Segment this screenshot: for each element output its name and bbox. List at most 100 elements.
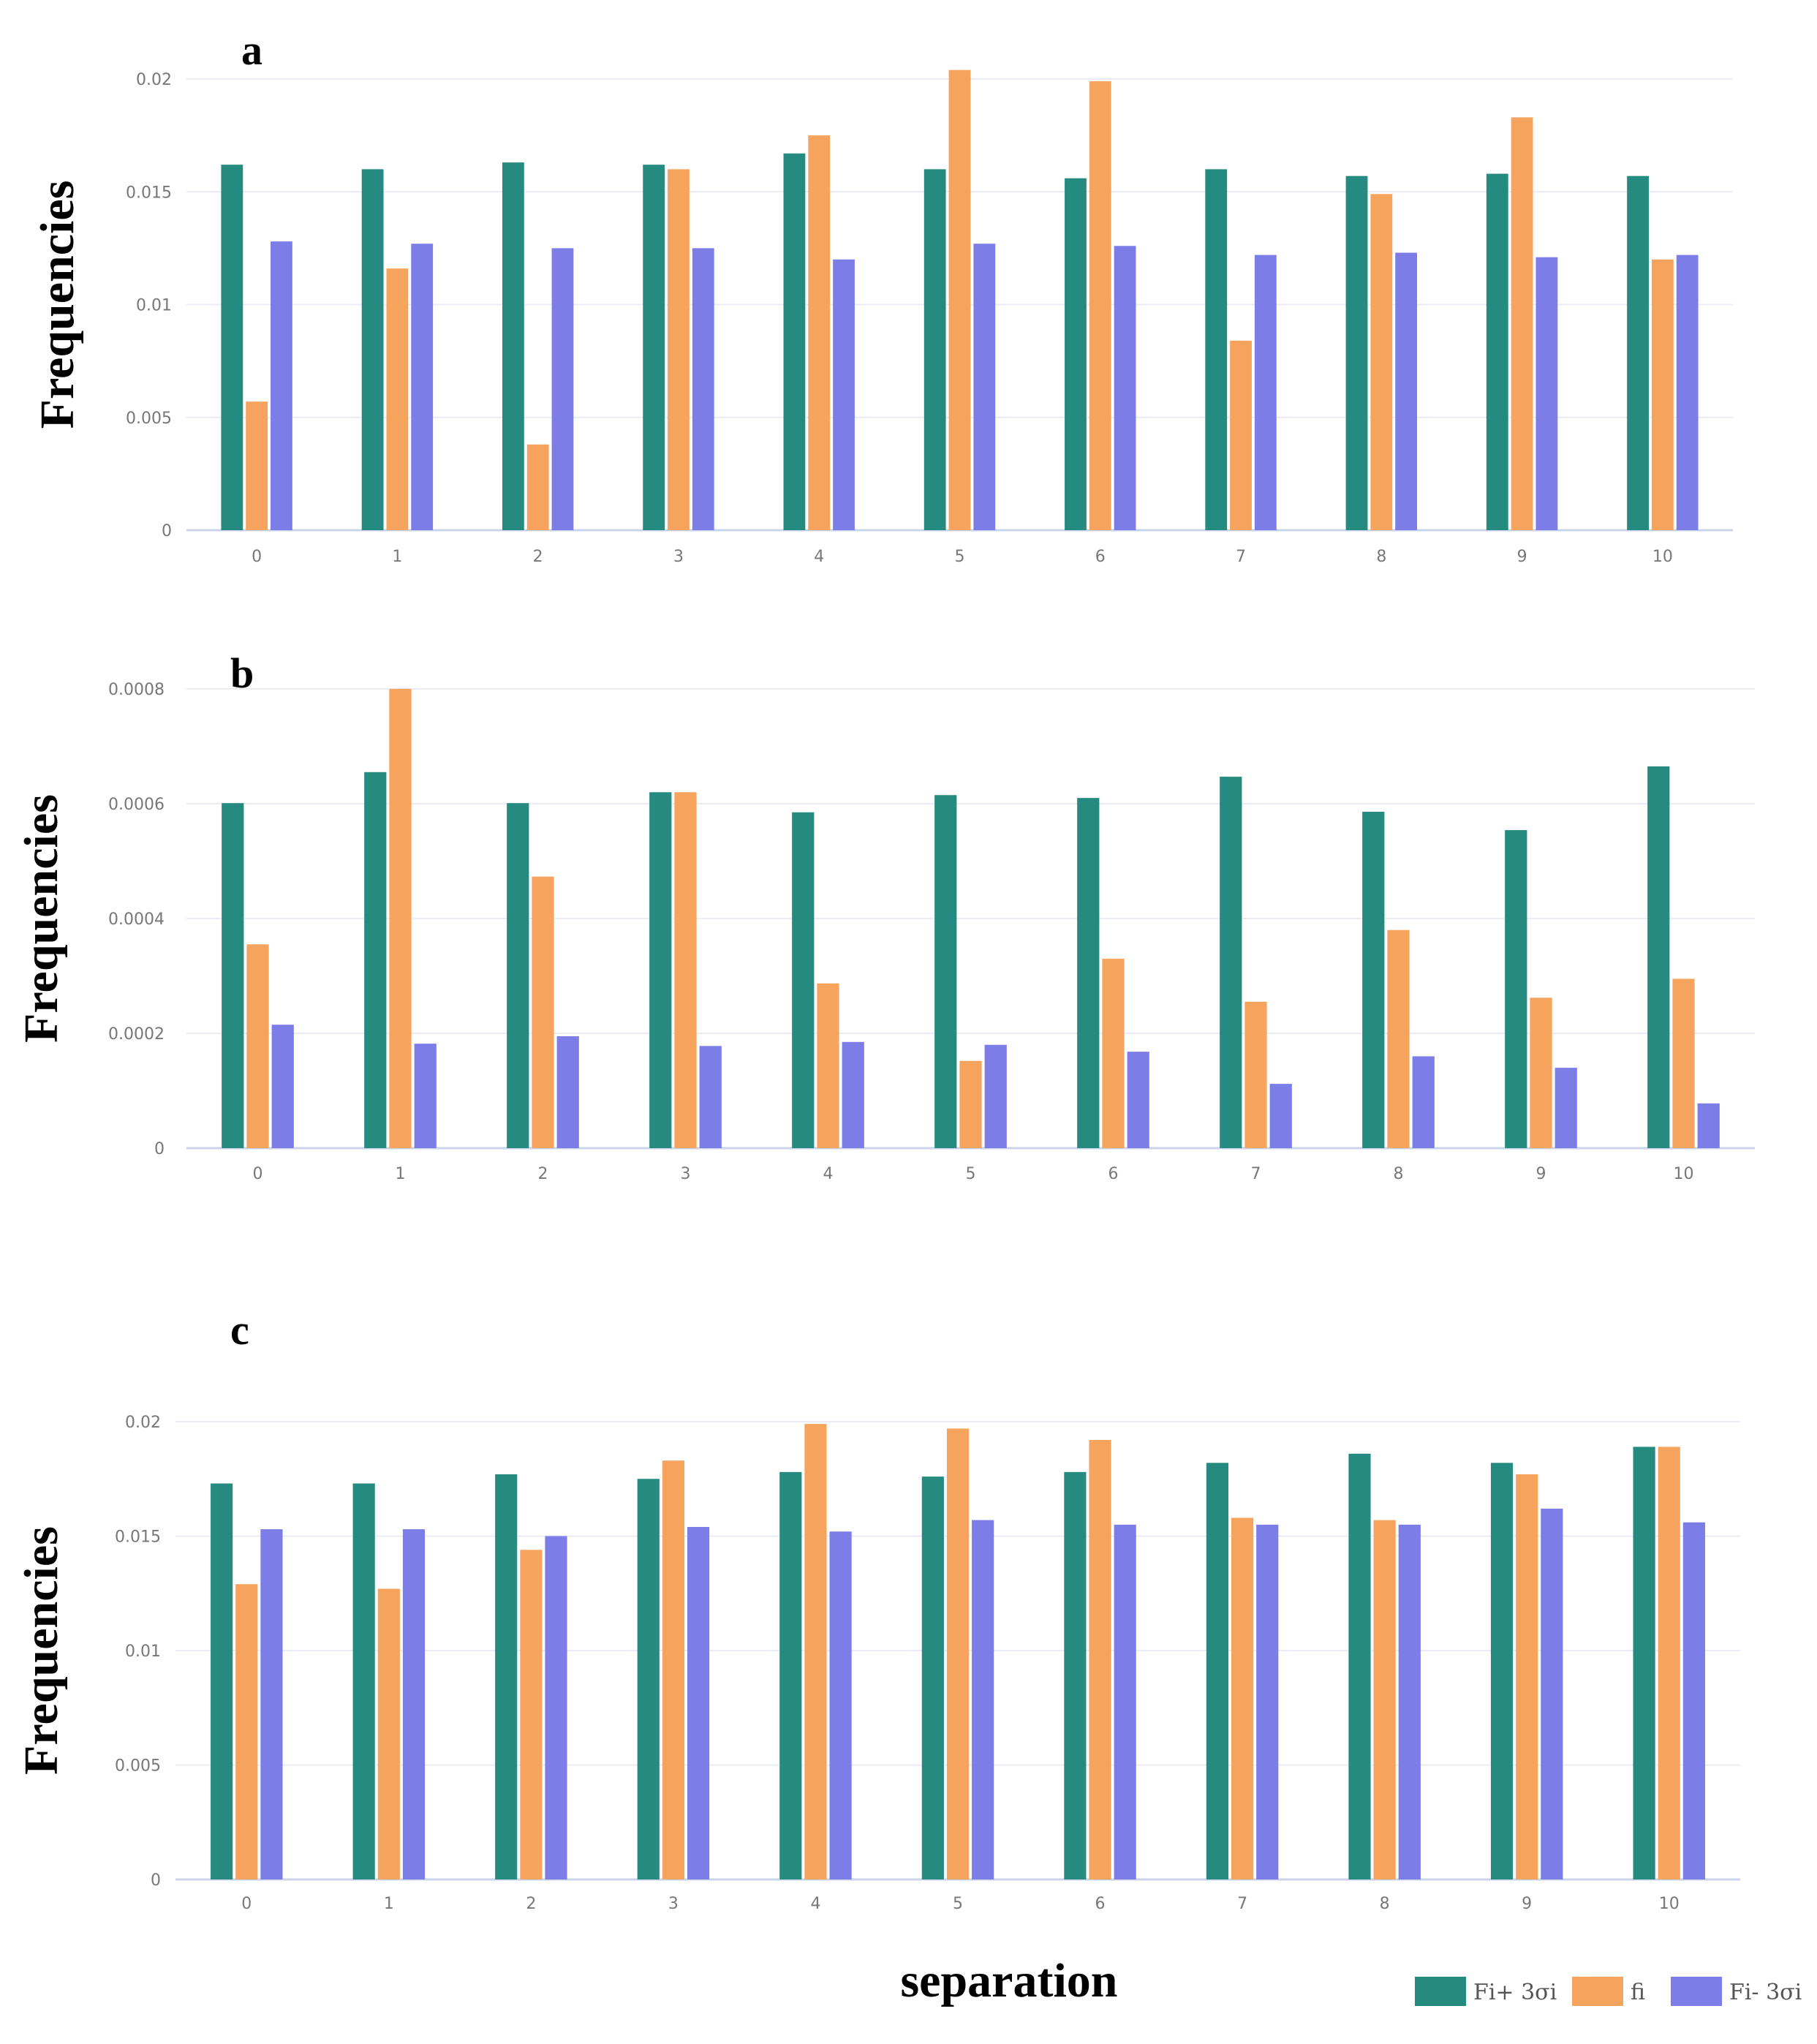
bar (946, 1428, 970, 1879)
bar (1370, 194, 1393, 530)
x-tick-label: 3 (681, 1165, 691, 1183)
bar (211, 1483, 233, 1879)
bar (668, 169, 690, 530)
y-tick-label: 0.0002 (108, 1025, 165, 1044)
panel-a: a Frequencies 0 0.005 0.01 0.015 0.02 0 1 2 3 4 5 6 7 8… (31, 26, 1733, 566)
y-tick-label: 0.005 (126, 410, 172, 428)
y-axis-label: Frequencies (15, 1526, 68, 1775)
bar (923, 169, 946, 530)
bar (222, 803, 244, 1148)
bar (959, 1060, 982, 1148)
legend: Fi+ 3σi fi Fi- 3σi (1415, 1977, 1802, 2006)
bar (1535, 257, 1558, 530)
bar (1348, 1453, 1371, 1879)
y-tick-label: 0.02 (136, 71, 172, 89)
bar (1244, 1001, 1267, 1148)
bar (507, 803, 529, 1148)
bar (1555, 1068, 1577, 1148)
bar (829, 1531, 852, 1879)
bar (699, 1046, 722, 1148)
x-tick-label: 10 (1659, 1895, 1680, 1913)
y-tick-label: 0.02 (125, 1414, 161, 1432)
x-tick-label: 8 (1380, 1895, 1390, 1913)
bar (973, 244, 996, 530)
bar (1102, 958, 1125, 1148)
x-tick-label: 0 (253, 1165, 263, 1183)
bar (520, 1550, 543, 1879)
legend-label: Fi- 3σi (1729, 1980, 1802, 2005)
bar (833, 259, 855, 530)
bar (1230, 340, 1252, 530)
bar (495, 1474, 518, 1879)
bar (502, 162, 524, 530)
bar (1398, 1524, 1421, 1879)
bar (649, 792, 672, 1148)
legend-swatch (1415, 1977, 1466, 2006)
x-tick-label: 6 (1095, 548, 1106, 566)
y-axis-label: Frequencies (31, 181, 84, 429)
legend-label: fi (1631, 1980, 1645, 2005)
bar (643, 165, 665, 531)
x-tick-label: 10 (1652, 548, 1673, 566)
bar (1269, 1084, 1292, 1148)
x-tick-label: 5 (955, 548, 965, 566)
bar (377, 1588, 400, 1879)
bar (921, 1477, 944, 1879)
bar (532, 876, 554, 1148)
bar (352, 1483, 375, 1879)
x-tick-label: 9 (1536, 1165, 1546, 1183)
bar (1530, 998, 1552, 1148)
x-tick-label: 7 (1236, 548, 1246, 566)
bar (1486, 173, 1508, 530)
x-tick-label: 5 (966, 1165, 976, 1183)
bar (1633, 1447, 1655, 1879)
bar (271, 241, 292, 530)
x-tick-label: 2 (538, 1165, 548, 1183)
y-tick-label: 0.005 (115, 1757, 161, 1776)
panel-letter: c (230, 1306, 249, 1354)
y-tick-label: 0.01 (125, 1643, 161, 1661)
panel-b: b Frequencies 0 0.0002 0.0004 0.0006 0.0008 0 1 2… (15, 649, 1755, 1183)
bar (842, 1041, 864, 1148)
x-tick-label: 4 (810, 1895, 820, 1913)
x-tick-label: 5 (953, 1895, 963, 1913)
x-tick-label: 4 (814, 548, 824, 566)
y-tick-label: 0.01 (136, 297, 172, 315)
bar (235, 1584, 258, 1879)
x-tick-label: 0 (252, 548, 262, 566)
bar (526, 444, 549, 530)
bar (389, 689, 412, 1148)
bar (1651, 259, 1674, 530)
y-tick-label: 0 (151, 1871, 161, 1890)
bar (1065, 178, 1087, 531)
bar (1676, 254, 1699, 530)
bar (556, 1036, 579, 1148)
bar (1412, 1056, 1435, 1148)
bar (364, 772, 387, 1148)
bar (386, 268, 409, 530)
bar (804, 1424, 827, 1879)
bar (414, 1044, 437, 1148)
bar (934, 795, 957, 1148)
x-tick-label: 7 (1251, 1165, 1261, 1183)
bar (1541, 1508, 1563, 1879)
bar (674, 792, 697, 1148)
x-tick-label: 3 (668, 1895, 679, 1913)
bar (1387, 929, 1410, 1148)
bar (662, 1460, 684, 1879)
bar (1697, 1103, 1720, 1148)
x-tick-label: 8 (1394, 1165, 1404, 1183)
y-tick-label: 0.015 (126, 184, 172, 202)
bar (637, 1479, 660, 1879)
bar (1064, 1471, 1087, 1879)
panel-letter: b (230, 649, 254, 697)
bar (817, 983, 839, 1148)
bar (783, 153, 806, 530)
bar (1395, 252, 1418, 530)
bar (411, 244, 434, 530)
x-axis-label: separation (901, 1954, 1118, 2007)
x-tick-label: 9 (1522, 1895, 1532, 1913)
x-tick-label: 9 (1517, 548, 1527, 566)
bar (1254, 254, 1277, 530)
